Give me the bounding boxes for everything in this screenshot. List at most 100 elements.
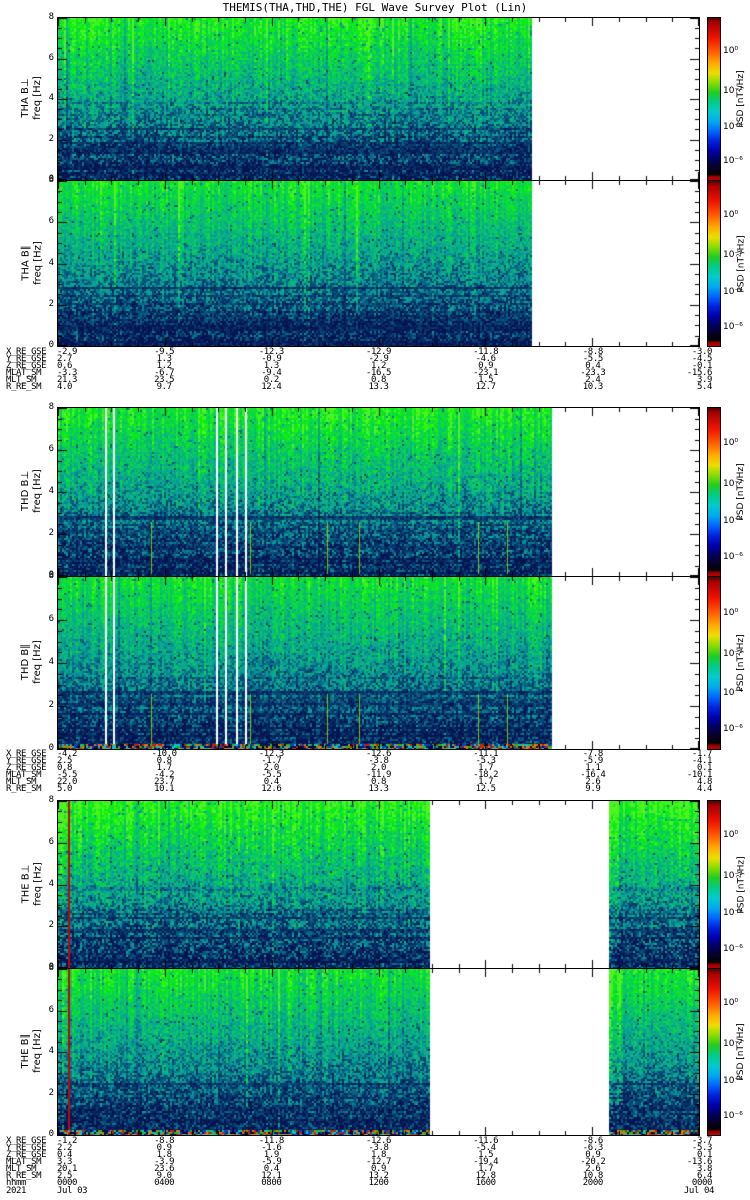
ephemeris-value: 23.5 <box>154 375 175 385</box>
ephemeris-row-label-x_re_gse: X_RE_GSE <box>6 1136 47 1146</box>
ephemeris-value: -11.8 <box>473 347 499 357</box>
ephemeris-value: -8.6 <box>582 1136 603 1146</box>
time-tick-label: 0000 <box>691 1178 712 1188</box>
ephemeris-value: -1.7 <box>691 749 712 759</box>
ephemeris-value: 20.1 <box>57 1164 78 1174</box>
colorbar-axis-label: PSD [nT²/Hz] <box>736 463 746 521</box>
ephemeris-value: -4.6 <box>475 354 496 364</box>
ephemeris-row-label-mlt_sm: MLT_SM <box>6 777 37 787</box>
ephemeris-value: 10.3 <box>582 382 603 392</box>
colorbar-tick-label: 10⁰ <box>723 437 739 448</box>
ephemeris-value: 21.3 <box>57 375 78 385</box>
ephemeris-value: -16.5 <box>365 368 392 378</box>
colorbar-tick-label: 10⁰ <box>723 210 739 221</box>
ephemeris-value: -4.2 <box>154 770 175 780</box>
freq-tick-label: 0 <box>48 340 54 350</box>
ephemeris-value: 10.1 <box>154 784 175 794</box>
colorbar-axis-label: PSD [nT²/Hz] <box>736 70 746 128</box>
panel-component-label: THD B⊥ <box>20 470 31 512</box>
ephemeris-value: 9.0 <box>156 1171 172 1181</box>
ephemeris-value: -10.1 <box>686 770 712 780</box>
ephemeris-value: 2.2 <box>57 1143 73 1153</box>
spectrogram-panel-thd-bperp <box>57 407 700 577</box>
ephemeris-value: 0.4 <box>263 777 279 787</box>
ephemeris-value: -20.2 <box>580 1157 606 1167</box>
ephemeris-value: -11.9 <box>365 770 392 780</box>
ephemeris-value: -12.9 <box>365 347 392 357</box>
colorbar-the-bperp <box>707 800 721 969</box>
colorbar-axis-label: PSD [nT²/Hz] <box>736 634 746 692</box>
ephemeris-value: 1.7 <box>478 1164 494 1174</box>
ephemeris-value: -12.6 <box>365 749 392 759</box>
panel-component-label: THA B⊥ <box>20 78 31 118</box>
ephemeris-value: 0.4 <box>57 1150 73 1160</box>
ephemeris-value: 12.5 <box>475 784 496 794</box>
panel-component-label: THE B∥ <box>20 1033 31 1069</box>
ephemeris-value: 0.6 <box>57 361 73 371</box>
ephemeris-value: 9.7 <box>156 382 172 392</box>
ephemeris-value: -8.8 <box>154 1136 175 1146</box>
freq-tick-label: 4 <box>48 486 54 496</box>
ephemeris-value: 2.7 <box>57 354 73 364</box>
freq-tick-label: 2 <box>48 298 54 309</box>
ephemeris-value: -0.9 <box>261 354 282 364</box>
ephemeris-value: -23.1 <box>473 368 499 378</box>
ephemeris-row-label-mlat_sm: MLAT_SM <box>6 368 42 378</box>
freq-tick-label: 8 <box>48 12 54 22</box>
ephemeris-value: -6.3 <box>582 1143 603 1153</box>
freq-tick-label: 8 <box>48 795 54 805</box>
freq-tick-label: 0 <box>48 570 54 580</box>
ephemeris-value: -5.9 <box>582 756 603 766</box>
ephemeris-value: 0.2 <box>263 375 279 385</box>
freq-tick-label: 4 <box>48 1046 54 1056</box>
ephemeris-value: -1.2 <box>57 1136 78 1146</box>
ephemeris-value: -13.6 <box>686 1157 712 1167</box>
ephemeris-value: 1.7 <box>478 763 494 773</box>
ephemeris-value: 0.1 <box>696 1150 712 1160</box>
ephemeris-value: -5.9 <box>261 1157 282 1167</box>
ephemeris-value: -2.9 <box>368 354 389 364</box>
ephemeris-value: -9.4 <box>261 368 282 378</box>
colorbar-axis-label: PSD [nT²/Hz] <box>736 234 746 293</box>
colorbar-axis-label: PSD [nT²/Hz] <box>736 1023 746 1081</box>
ephemeris-row-label-y_re_gse: Y_RE_GSE <box>6 1143 47 1153</box>
ephemeris-value: 2.0 <box>370 763 387 773</box>
freq-tick-label: 2 <box>48 1087 54 1098</box>
freq-tick-label: 8 <box>48 963 54 973</box>
colorbar-tick-label: 10⁻⁴ <box>723 687 743 698</box>
ephemeris-row-label-r_re_sm: R_RE_SM <box>6 382 42 392</box>
ephemeris-value: -2.9 <box>57 347 78 357</box>
ephemeris-value: -15.6 <box>686 368 712 378</box>
spectrogram-canvas-thd-bpar <box>58 577 699 749</box>
colorbar-tick-label: 10⁻² <box>723 871 743 882</box>
freq-axis-label: freq [Hz] <box>32 76 43 120</box>
ephemeris-row-label-y_re_gse: Y_RE_GSE <box>6 756 47 766</box>
ephemeris-value: 12.7 <box>475 382 496 392</box>
ephemeris-value: 0.4 <box>585 361 601 371</box>
colorbar-the-bpar <box>707 968 721 1136</box>
ephemeris-value: -12.3 <box>258 749 284 759</box>
colorbar-tick-label: 10⁻² <box>723 250 743 261</box>
ephemeris-value: -11.1 <box>473 749 499 759</box>
ephemeris-value: 6.4 <box>696 1171 712 1181</box>
ephemeris-value: -1.7 <box>261 756 282 766</box>
panel-left-label-tha-bperp: THA B⊥ freq [Hz] <box>20 16 44 180</box>
time-tick-label: 0000 <box>57 1178 78 1188</box>
ephemeris-value: -5.4 <box>475 1143 496 1153</box>
ephemeris-value: 22.0 <box>57 777 78 787</box>
ephemeris-value: -5.3 <box>475 756 496 766</box>
freq-tick-label: 0 <box>48 962 54 972</box>
ephemeris-row-label-z_re_gse: Z_RE_GSE <box>6 1150 47 1160</box>
panel-left-label-thd-bpar: THD B∥ freq [Hz] <box>20 575 44 749</box>
ephemeris-row-label-mlt_sm: MLT_SM <box>6 375 37 385</box>
ephemeris-value: 9.9 <box>585 784 601 794</box>
ephemeris-row-label-mlat_sm: MLAT_SM <box>6 1157 42 1167</box>
ephemeris-value: 1.2 <box>156 361 172 371</box>
ephemeris-value: 4.0 <box>57 382 73 392</box>
ephemeris-value: -11.6 <box>473 1136 499 1146</box>
ephemeris-value: -4.5 <box>691 354 712 364</box>
colorbar-tick-label: 10⁻⁴ <box>723 515 743 526</box>
ephemeris-value: 0.9 <box>370 1164 387 1174</box>
freq-tick-label: 4 <box>48 657 54 667</box>
ephemeris-value: 23.6 <box>154 1164 175 1174</box>
